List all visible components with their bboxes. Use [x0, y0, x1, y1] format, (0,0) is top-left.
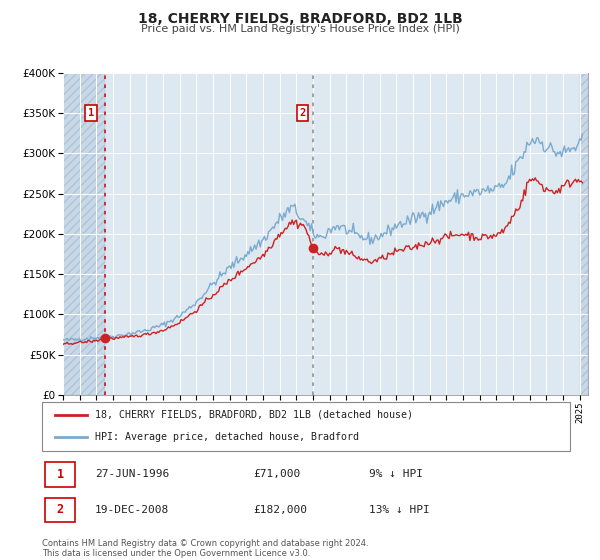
Text: Contains HM Land Registry data © Crown copyright and database right 2024.
This d: Contains HM Land Registry data © Crown c…	[42, 539, 368, 558]
Bar	[63, 73, 104, 395]
FancyBboxPatch shape	[44, 498, 75, 522]
Text: 18, CHERRY FIELDS, BRADFORD, BD2 1LB: 18, CHERRY FIELDS, BRADFORD, BD2 1LB	[137, 12, 463, 26]
Text: 9% ↓ HPI: 9% ↓ HPI	[370, 469, 424, 479]
Text: 18, CHERRY FIELDS, BRADFORD, BD2 1LB (detached house): 18, CHERRY FIELDS, BRADFORD, BD2 1LB (de…	[95, 410, 413, 420]
Text: 2: 2	[56, 503, 64, 516]
Bar	[580, 73, 588, 395]
FancyBboxPatch shape	[42, 402, 570, 451]
Text: 27-JUN-1996: 27-JUN-1996	[95, 469, 169, 479]
Text: HPI: Average price, detached house, Bradford: HPI: Average price, detached house, Brad…	[95, 432, 359, 442]
Text: 13% ↓ HPI: 13% ↓ HPI	[370, 505, 430, 515]
Text: 2: 2	[299, 108, 305, 118]
Text: Price paid vs. HM Land Registry's House Price Index (HPI): Price paid vs. HM Land Registry's House …	[140, 24, 460, 34]
Text: £71,000: £71,000	[253, 469, 301, 479]
Text: 19-DEC-2008: 19-DEC-2008	[95, 505, 169, 515]
FancyBboxPatch shape	[44, 462, 75, 487]
Text: £182,000: £182,000	[253, 505, 307, 515]
Text: 1: 1	[56, 468, 64, 481]
Text: 1: 1	[88, 108, 94, 118]
